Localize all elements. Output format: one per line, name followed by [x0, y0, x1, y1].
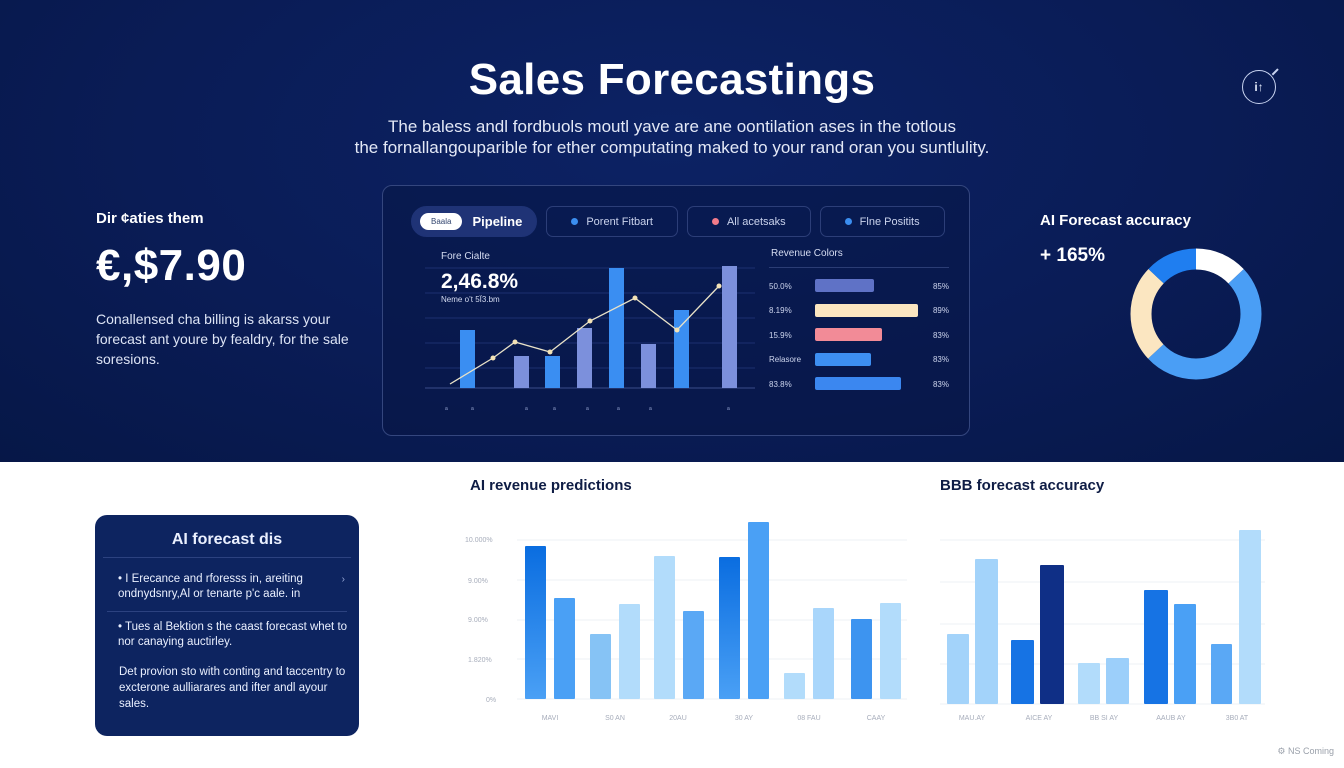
kpi-card-left: Dir ¢aties them €,$7.90 Conallensed cha … [96, 210, 376, 369]
svg-text:08 FAU: 08 FAU [797, 715, 820, 722]
svg-text:CAAY: CAAY [867, 715, 886, 722]
hero-section: Sales Forecastings The baless andl fordb… [0, 0, 1344, 462]
revenue-row: 83.8% 83% [769, 372, 949, 397]
svg-text:3B0 AT: 3B0 AT [1226, 715, 1249, 722]
svg-text:a: a [445, 406, 448, 412]
dot-icon [571, 218, 579, 225]
tab-all-acetsaks[interactable]: All acetsaks [686, 206, 811, 237]
row-right-label: 83% [932, 379, 949, 389]
svg-text:9.00%: 9.00% [468, 578, 488, 585]
forecast-chart-title: Fore Cialte [441, 251, 490, 262]
row-left-label: 83.8% [769, 379, 792, 389]
dot-icon [711, 218, 719, 225]
row-right-label: 83% [932, 330, 949, 340]
kpi-label: Dir ¢aties them [96, 210, 204, 227]
footer-credit: ⚙ NS Coming [1277, 746, 1334, 756]
accuracy-bars [947, 530, 1261, 704]
tab-pill: Baala [420, 213, 463, 230]
kpi-label: AI Forecast accuracy [1040, 212, 1191, 229]
tab-label: Porent Fitbart [586, 215, 653, 228]
svg-text:10.000%: 10.000% [465, 537, 493, 544]
svg-text:BB SI AY: BB SI AY [1090, 715, 1119, 722]
svg-text:S0 AN: S0 AN [605, 715, 625, 722]
svg-text:a: a [553, 406, 556, 412]
tab-bar: Baala Pipeline Porent Fitbart All acetsa… [411, 206, 945, 237]
info-item-text: • Tues al Bektion s the caast forecast w… [118, 621, 348, 648]
kpi-description: Conallensed cha billing is akarss your f… [96, 311, 349, 367]
row-left-label: Relasore [769, 355, 802, 365]
svg-text:20AU: 20AU [669, 715, 687, 722]
row-right-label: 89% [932, 306, 949, 316]
revenue-row: 8.19% 89% [769, 299, 949, 324]
info-item: • Tues al Bektion s the caast forecast w… [95, 620, 359, 650]
svg-text:a: a [649, 406, 652, 412]
tab-porent-fitbart[interactable]: Porent Fitbart [546, 206, 678, 237]
revenue-colors-list: Revenue Colors 50.0% 85% 8.19% 89% 15.9%… [769, 248, 949, 397]
divider [769, 267, 949, 268]
accuracy-donut-chart [1130, 248, 1262, 380]
subtitle-line-2: the fornallangouparible for ether comput… [354, 138, 990, 157]
revenue-bar [815, 352, 872, 366]
revenue-bar [815, 377, 902, 391]
tab-flne-positits[interactable]: Flne Positits [819, 206, 945, 237]
page-subtitle: The baless andl fordbuols moutl yave are… [0, 116, 1344, 158]
forecast-combo-chart: a a a a a a a a Fore Cialte 2,46.8% Neme o’t … [425, 248, 755, 418]
divider [107, 611, 347, 612]
svg-text:a: a [525, 406, 528, 412]
revenue-predictions-title: AI revenue predictions [470, 477, 632, 494]
row-left-label: 50.0% [769, 281, 792, 291]
forecast-accuracy-chart: MAU.AY AICE AY BB SI AY AAUB AY 3B0 AT [940, 530, 1265, 722]
dashboard-panel: Baala Pipeline Porent Fitbart All acetsa… [382, 185, 970, 436]
info-badge-icon[interactable]: i↑ [1242, 70, 1276, 104]
svg-text:1.820%: 1.820% [468, 657, 492, 664]
revenue-bar [815, 279, 875, 293]
page-title: Sales Forecastings [468, 55, 876, 104]
svg-text:a: a [471, 406, 474, 412]
revenue-colors-title: Revenue Colors [771, 248, 843, 259]
forecast-chart-value: 2,46.8% [441, 270, 519, 293]
ai-forecast-info-card: AI forecast dis • I Erecance and rforess… [95, 515, 359, 736]
revenue-row: 50.0% 85% [769, 274, 949, 299]
revenue-row: Relasore 83% [769, 348, 949, 373]
info-item: Det provion sto with conting and taccent… [95, 664, 359, 712]
svg-text:a: a [727, 406, 730, 412]
revenue-bar [815, 328, 882, 342]
svg-text:AICE AY: AICE AY [1026, 715, 1053, 722]
tab-label: Pipeline [472, 214, 523, 229]
kpi-value: €,$7.90 [96, 241, 247, 290]
prediction-bars [525, 522, 901, 699]
svg-text:AAUB AY: AAUB AY [1156, 715, 1186, 722]
row-right-label: 85% [932, 281, 949, 291]
row-right-label: 83% [932, 355, 949, 365]
svg-text:30 AY: 30 AY [735, 715, 753, 722]
svg-text:a: a [617, 406, 620, 412]
divider [103, 557, 351, 558]
info-item-text: • I Erecance and rforesss in, areiting o… [118, 573, 303, 600]
revenue-row: 15.9% 83% [769, 323, 949, 348]
kpi-value: + 165% [1040, 245, 1105, 266]
tab-label: All acetsaks [726, 215, 786, 228]
tab-pipeline[interactable]: Baala Pipeline [411, 206, 538, 237]
svg-text:MAVI: MAVI [542, 715, 559, 722]
info-card-title: AI forecast dis [171, 531, 283, 548]
kpi-card-right: AI Forecast accuracy + 165% [1040, 212, 1191, 267]
forecast-chart-caption: Neme o’t 5Ï3.bm [441, 295, 500, 304]
tab-label: Flne Positits [859, 215, 920, 228]
row-left-label: 15.9% [769, 330, 792, 340]
row-left-label: 8.19% [769, 306, 792, 316]
chevron-right-icon[interactable]: › [341, 574, 345, 585]
svg-text:0%: 0% [486, 697, 496, 704]
revenue-predictions-chart: 10.000% 9.00% 9.00% 1.820% 0% MAVI S0 AN… [465, 522, 907, 722]
info-item[interactable]: • I Erecance and rforesss in, areiting o… [95, 572, 359, 602]
subtitle-line-1: The baless andl fordbuols moutl yave are… [388, 117, 956, 136]
svg-text:a: a [586, 406, 589, 412]
svg-text:9.00%: 9.00% [468, 617, 488, 624]
forecast-accuracy-title: BBB forecast accuracy [940, 477, 1105, 494]
dot-icon [844, 218, 852, 225]
info-item-text: Det provion sto with conting and taccent… [119, 666, 346, 710]
svg-text:MAU.AY: MAU.AY [959, 715, 986, 722]
revenue-bar [815, 303, 918, 317]
